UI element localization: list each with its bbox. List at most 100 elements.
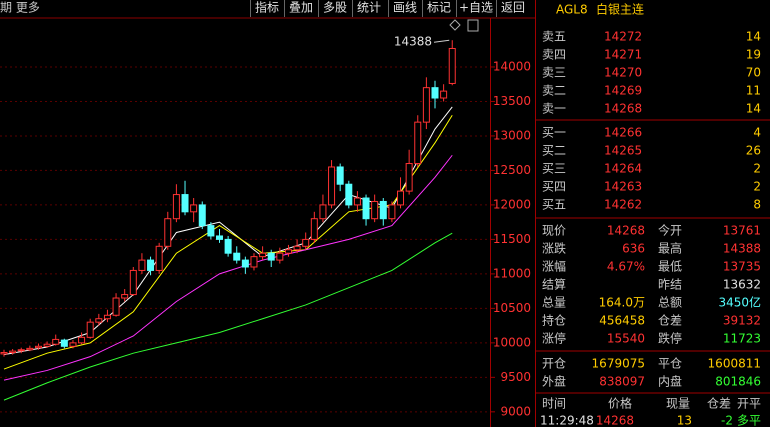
book-price: 14268 (604, 102, 642, 116)
y-tick-label: 10000 (493, 335, 531, 349)
candle-body (34, 345, 42, 349)
stat-value: 801846 (715, 375, 761, 389)
candle-body (17, 349, 25, 352)
book-price: 14262 (604, 198, 642, 212)
candle-body (405, 163, 413, 192)
stat-value: 14388 (723, 242, 761, 256)
moving-average (3, 154, 453, 381)
book-volume: 8 (753, 198, 761, 212)
candle-body (431, 87, 439, 99)
book-label: 买二 (542, 144, 566, 158)
book-volume: 2 (753, 162, 761, 176)
book-label: 卖四 (542, 48, 566, 62)
candle-body (60, 339, 68, 347)
candle-body (190, 204, 198, 213)
diamond-icon[interactable] (449, 19, 461, 31)
candle-body (336, 166, 344, 185)
high-label: 14388 (394, 35, 432, 49)
toolbar-button[interactable]: 标记 (427, 1, 451, 15)
stat-label: 涨停 (542, 331, 566, 346)
candle-body (241, 259, 249, 268)
stat-value: 3450亿 (718, 295, 761, 310)
stat-value: 13735 (723, 260, 761, 274)
candle-body (448, 47, 456, 84)
book-volume: 70 (746, 66, 761, 80)
stat-label: 仓差 (658, 314, 682, 328)
book-label: 卖三 (542, 66, 566, 80)
stat-value: 456458 (599, 314, 645, 328)
candle-body (129, 269, 137, 296)
stat-label: 结算 (542, 277, 566, 292)
stat-label: 总额 (658, 296, 682, 310)
candle-body (397, 190, 405, 206)
y-tick-label: 9500 (500, 370, 531, 384)
y-tick-label: 12500 (493, 163, 531, 177)
tick-cell: 14268 (596, 414, 634, 427)
stat-label: 涨幅 (542, 259, 566, 274)
candle-body (250, 256, 258, 268)
book-label: 买一 (542, 126, 566, 140)
book-price: 14263 (604, 180, 642, 194)
book-label: 买四 (542, 180, 566, 194)
y-tick-label: 12000 (493, 197, 531, 211)
toolbar-button[interactable]: 叠加 (289, 1, 313, 15)
book-price: 14264 (604, 162, 642, 176)
stat-value: 1679075 (592, 357, 645, 371)
symbol-name: 白银主连 (596, 2, 644, 17)
moving-average (3, 232, 453, 401)
candle-body (155, 245, 163, 271)
book-volume: 2 (753, 180, 761, 194)
candle-body (440, 90, 448, 99)
stat-label: 开仓 (542, 357, 566, 371)
candle-body (181, 194, 189, 213)
toolbar-left[interactable]: 期 更多 (0, 1, 40, 15)
y-tick-label: 13500 (493, 94, 531, 108)
stat-value: 4.67% (607, 260, 645, 274)
book-price: 14271 (604, 48, 642, 62)
stat-value: 1600811 (708, 357, 761, 371)
column-header: 仓差 (707, 397, 731, 411)
candle-body (319, 204, 327, 220)
candle-body (388, 204, 396, 220)
toolbar-button[interactable]: 多股 (323, 1, 347, 15)
candle-body (9, 350, 17, 354)
book-label: 买三 (542, 162, 566, 176)
toolbar-button[interactable]: 统计 (357, 1, 381, 15)
book-price: 14269 (604, 84, 642, 98)
column-header: 价格 (608, 396, 632, 411)
book-label: 买五 (542, 198, 566, 212)
stat-value: 13761 (723, 224, 761, 238)
candle-body (233, 252, 241, 261)
stat-value: 11723 (723, 332, 761, 346)
candle-body (422, 87, 430, 123)
candle-body (138, 259, 146, 271)
book-volume: 4 (753, 126, 761, 140)
y-tick-label: 11500 (493, 232, 531, 246)
candle-body (414, 121, 422, 165)
column-header: 开平 (737, 397, 761, 411)
symbol-code: AGL8 (556, 3, 588, 17)
toolbar-button[interactable]: +自选 (459, 1, 493, 15)
candle-body (310, 218, 318, 240)
stat-label: 今开 (658, 223, 682, 238)
toolbar-button[interactable]: 返回 (501, 1, 525, 15)
candle-body (112, 297, 120, 316)
tick-cell: 多平 (737, 414, 761, 427)
candle-body (224, 238, 232, 254)
square-icon[interactable] (467, 19, 479, 32)
tick-cell: 13 (677, 414, 692, 427)
toolbar-button[interactable]: 指标 (255, 0, 279, 15)
candle-body (172, 194, 180, 220)
candle-body (164, 218, 172, 247)
toolbar-button[interactable]: 画线 (393, 1, 417, 15)
candle-body (26, 347, 34, 351)
stat-label: 平仓 (658, 357, 682, 371)
book-volume: 19 (746, 48, 761, 62)
book-price: 14270 (604, 66, 642, 80)
stat-label: 跌停 (658, 331, 682, 346)
stat-label: 内盘 (658, 374, 682, 389)
column-header: 现量 (666, 397, 690, 411)
book-volume: 26 (746, 144, 761, 158)
stat-value: 164.0万 (599, 296, 645, 310)
